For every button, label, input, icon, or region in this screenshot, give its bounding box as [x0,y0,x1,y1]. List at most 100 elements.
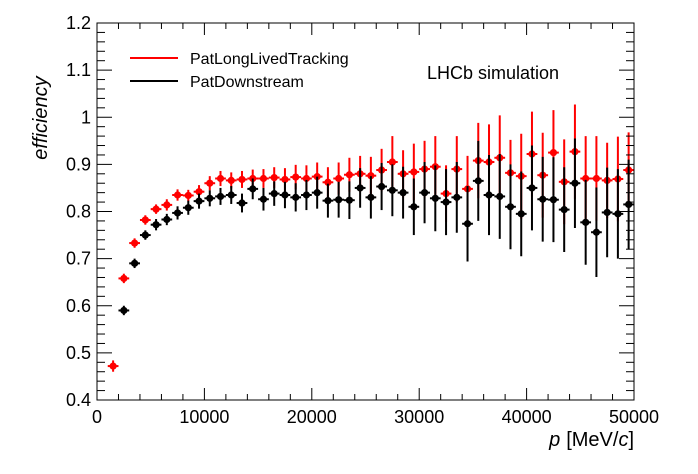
marker [549,196,558,204]
x-axis-variable: p [548,429,560,451]
data-point [580,179,592,265]
marker [141,216,149,224]
marker [528,184,536,192]
marker [281,191,289,199]
data-point [182,200,194,215]
data-point [569,138,581,228]
data-point [215,170,226,187]
marker [163,201,171,209]
marker [345,171,353,179]
data-point [601,167,613,258]
marker [216,174,225,183]
marker [184,204,192,212]
x-tick-label: 50000 [609,407,659,427]
y-tick-label: 0.8 [66,202,91,222]
marker [603,208,611,217]
data-point [161,213,173,226]
data-point [118,273,130,284]
marker [227,176,235,184]
data-point [225,172,237,189]
x-tick-label: 40000 [502,407,552,427]
data-point [462,186,473,262]
data-point [107,360,119,372]
data-point [182,189,194,202]
marker [549,148,558,157]
data-point [150,219,162,231]
data-point [236,170,248,188]
y-axis-title: efficiency [30,75,52,159]
data-point [376,162,387,211]
marker [216,192,225,201]
marker [539,195,547,203]
legend: PatLongLivedTracking PatDownstream [130,51,349,91]
x-axis-title: p [MeV/c] [548,429,634,451]
data-point [623,159,634,250]
axis-tick-labels: 0 10000 20000 30000 40000 50000 0.4 0.5 0.6 0.7 0.… [66,13,659,427]
marker [378,182,386,191]
data-point [268,167,280,188]
data-point [225,186,237,204]
data-point [354,168,366,208]
data-point [419,162,430,224]
x-tick-label: 0 [92,407,102,427]
data-point [322,183,334,218]
marker [496,192,504,201]
marker [302,191,311,199]
marker [463,220,472,228]
marker [388,186,396,194]
legend-label-patlonglivedtracking: PatLongLivedTracking [190,51,349,68]
marker [141,231,149,239]
data-point [526,145,538,231]
data-point [247,178,259,200]
x-tick-label: 20000 [287,407,337,427]
marker [335,174,343,183]
marker [474,177,482,185]
data-point [139,215,151,225]
data-point [236,193,248,213]
marker [249,185,257,193]
data-point [204,176,216,191]
marker [582,218,590,226]
marker [238,199,246,207]
marker [281,175,289,184]
marker [410,203,418,211]
data-point [139,230,151,240]
marker [517,210,525,218]
data-point [268,181,280,206]
data-point [150,204,162,214]
marker [356,184,364,192]
data-point [258,169,269,188]
marker [367,172,375,180]
data-point [215,187,226,205]
marker [173,209,182,217]
data-point [440,169,452,236]
data-point [129,238,140,248]
data-point [365,176,377,219]
x-axis-unit-variable: c [618,429,628,451]
marker [292,193,300,201]
y-tick-label: 0.7 [66,249,91,269]
marker [130,259,139,267]
y-tick-label: 1.2 [66,13,91,33]
data-point [344,181,355,220]
marker [431,194,439,202]
y-tick-label: 0.4 [66,390,91,410]
marker [195,197,203,205]
x-axis-unit: [MeV/ [566,429,619,451]
marker [249,174,257,183]
data-point [172,206,183,220]
data-point [279,181,291,209]
marker [506,203,515,211]
marker [388,158,396,166]
x-tick-label: 30000 [394,407,444,427]
data-point [612,169,624,259]
data-point [397,166,409,219]
marker [560,206,568,214]
data-point [161,199,173,211]
y-tick-label: 0.9 [66,154,91,174]
marker [345,196,353,204]
y-tick-label: 0.6 [66,296,91,316]
data-layer [107,104,634,372]
marker [292,173,300,181]
